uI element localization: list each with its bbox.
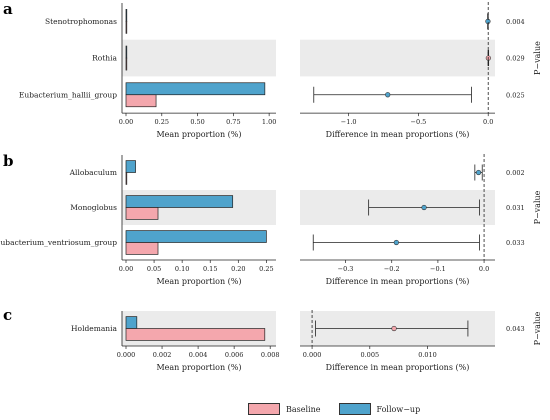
legend-label-baseline: Baseline [286, 404, 321, 414]
panel-a-right-tick-label: −0.5 [411, 118, 427, 126]
legend-item-baseline: Baseline [248, 403, 321, 415]
panel-b-category-label: Monoglobus [70, 203, 117, 212]
panel-a-category-label: Rothia [92, 54, 117, 63]
panel-c-right-tick-label: 0.010 [418, 351, 437, 359]
panel-b-estimate-point [421, 204, 427, 211]
panel-a-left-axis-title: Mean proportion (%) [156, 130, 241, 139]
panel-c-right-tick-label: 0.000 [303, 351, 322, 359]
panel-c-left-tick-label: 0.004 [189, 351, 208, 359]
panel-a-p-value: 0.025 [506, 91, 525, 99]
panel-b-bar-baseline [125, 242, 159, 255]
legend-swatch-baseline [248, 403, 280, 415]
panel-a-left-tick-label: 0.75 [226, 118, 240, 126]
panel-a-bar-followup [125, 82, 266, 96]
panel-c-left-axis-title: Mean proportion (%) [156, 363, 241, 372]
legend: Baseline Follow−up [248, 401, 434, 417]
panel-a-bar-baseline [125, 94, 157, 108]
panel-c-p-value: 0.043 [506, 325, 525, 333]
panel-c-left-tick-label: 0.006 [225, 351, 244, 359]
panel-a-right-axis-title: Difference in mean proportions (%) [326, 130, 470, 139]
panel-b-right-axis-title: Difference in mean proportions (%) [326, 277, 470, 286]
panel-b-p-value: 0.033 [506, 239, 525, 247]
panel-a-left-tick-label: 0.00 [119, 118, 133, 126]
panel-b-left-tick-label: 0.10 [175, 265, 189, 273]
panel-b-bar-followup [125, 230, 267, 243]
panel-c-estimate-point [391, 325, 397, 332]
legend-label-followup: Follow−up [376, 404, 421, 414]
legend-swatch-followup [338, 403, 371, 415]
panel-b-left-axis-title: Mean proportion (%) [156, 277, 241, 286]
panel-a-left-tick-label: 1.00 [262, 118, 276, 126]
panel-b-category-label: Eubacterium_ventriosum_group [0, 238, 117, 247]
panel-c-label: c [3, 306, 12, 324]
panel-c-bar-baseline [125, 328, 266, 341]
panel-c-right-tick-label: 0.005 [360, 351, 379, 359]
panel-a-bar-followup [125, 9, 128, 22]
panel-c-left-tick-label: 0.002 [153, 351, 172, 359]
figure-canvas: a Stenotrophomonas 0.004 Rothia 0.029 Eubacte… [0, 0, 542, 372]
panel-b-bar-baseline [125, 207, 159, 220]
panel-c-right-axis-title: Difference in mean proportions (%) [326, 363, 470, 372]
panel-a-left-tick-label: 0.50 [190, 118, 204, 126]
panel-a-right-band [300, 39, 495, 77]
panel-b-left-tick-label: 0.05 [147, 265, 161, 273]
panel-b-right-tick-label: −0.2 [384, 265, 400, 273]
panel-c-category-label: Holdemania [71, 324, 118, 333]
panel-c-left-tick-label: 0.008 [261, 351, 280, 359]
panel-c-bar-followup [125, 316, 138, 329]
panel-b-estimate-point [393, 239, 399, 246]
panel-b-p-value: 0.031 [506, 204, 525, 212]
panel-c-p-value-title: P−value [533, 311, 542, 345]
panel-b-right-tick-label: 0.0 [479, 265, 489, 273]
panel-b-bar-followup [125, 195, 234, 208]
panel-b-left-tick-label: 0.25 [259, 265, 273, 273]
panel-a-bar-baseline [125, 21, 128, 34]
panel-a-category-label: Stenotrophomonas [45, 17, 117, 26]
panel-b-bar-followup [125, 160, 136, 173]
panel-a-bar-followup [125, 45, 128, 59]
panel-a-right-tick-label: 0.0 [483, 118, 493, 126]
panel-b-category-label: Allobaculum [69, 168, 117, 177]
panel-b-left-tick-label: 0.15 [203, 265, 217, 273]
panel-a-left-band [122, 39, 276, 77]
legend-item-followup: Follow−up [338, 403, 421, 415]
panel-a-category-label: Eubacterium_hallii_group [19, 90, 117, 99]
panel-b-right-tick-label: −0.3 [338, 265, 354, 273]
panel-b-label: b [3, 152, 14, 170]
panel-a-p-value-title: P−value [533, 41, 542, 75]
panel-a-bar-baseline [125, 57, 128, 71]
panel-b-left-tick-label: 0.20 [231, 265, 245, 273]
panel-a-left-tick-label: 0.25 [155, 118, 169, 126]
panel-a-right-tick-label: −1.0 [341, 118, 357, 126]
panel-b-bar-baseline [125, 172, 128, 185]
panel-a-p-value: 0.004 [506, 18, 525, 26]
panel-b-left-tick-label: 0.00 [119, 265, 133, 273]
panel-a-label: a [3, 0, 13, 18]
panel-a-p-value: 0.029 [506, 55, 525, 63]
panel-c-left-tick-label: 0.000 [117, 351, 136, 359]
panel-b-right-tick-label: −0.1 [430, 265, 446, 273]
panel-b-p-value: 0.002 [506, 169, 525, 177]
panel-a-estimate-point [385, 92, 391, 98]
panel-b-estimate-point [475, 169, 482, 176]
panel-b-p-value-title: P−value [533, 190, 542, 224]
